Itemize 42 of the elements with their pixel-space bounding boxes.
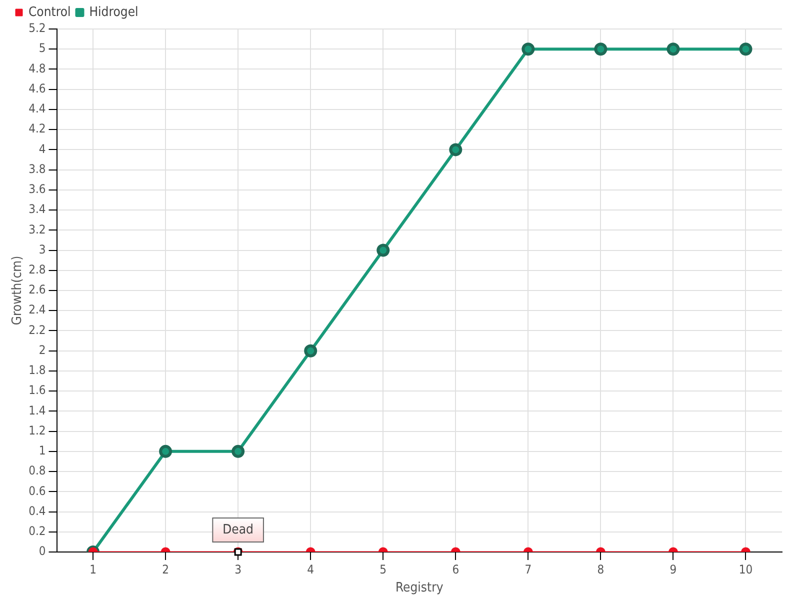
y-tick-label: 3.4: [28, 202, 46, 216]
y-tick-label: 3.2: [28, 222, 46, 236]
y-axis-title: Growth(cm): [10, 256, 26, 326]
legend-label: Hidrogel: [89, 4, 138, 20]
x-axis-title: Registry: [395, 580, 444, 596]
y-tick-label: 1: [38, 444, 46, 458]
y-tick-label: 0: [38, 544, 46, 558]
y-tick-label: 5: [38, 41, 46, 56]
y-tick-label: 4.4: [28, 102, 46, 116]
y-tick-label: 1.6: [28, 383, 46, 398]
annotation: Dead: [222, 522, 254, 538]
x-tick-label: 9: [670, 562, 677, 576]
y-tick-label: 0.8: [28, 464, 46, 478]
y-tick-label: 2.4: [28, 302, 46, 317]
x-tick-label: 5: [380, 562, 387, 576]
y-tick-label: 2.6: [28, 282, 46, 297]
x-tick-label: 4: [307, 562, 314, 576]
y-tick-label: 2: [38, 342, 46, 357]
y-tick-label: 4.6: [28, 81, 46, 96]
y-tick-label: 2.8: [28, 262, 46, 277]
y-tick-label: 0.2: [28, 524, 46, 538]
x-tick-label: 8: [597, 562, 604, 576]
x-tick-label: 6: [452, 562, 460, 576]
y-tick-label: 5.2: [28, 21, 46, 36]
y-tick-label: 2.2: [28, 322, 46, 337]
x-tick-label: 10: [738, 562, 753, 576]
y-tick-label: 4.2: [28, 122, 46, 136]
y-tick-label: 1.4: [28, 403, 46, 418]
y-tick-label: 1.2: [28, 423, 46, 438]
x-tick-label: 2: [162, 562, 169, 576]
y-tick-label: 4.8: [28, 61, 46, 76]
y-tick-label: 3.6: [28, 182, 46, 196]
x-tick-label: 3: [234, 562, 242, 576]
legend-label: Control: [28, 4, 71, 20]
x-tick-label: 1: [90, 562, 96, 576]
y-tick-label: 3: [38, 242, 46, 256]
x-tick-label: 7: [524, 562, 532, 576]
y-tick-label: 0.6: [28, 484, 46, 498]
y-tick-label: 1.8: [28, 363, 46, 378]
y-tick-label: 4: [38, 142, 46, 156]
y-tick-label: 3.8: [28, 162, 46, 176]
y-tick-label: 0.4: [28, 504, 46, 518]
